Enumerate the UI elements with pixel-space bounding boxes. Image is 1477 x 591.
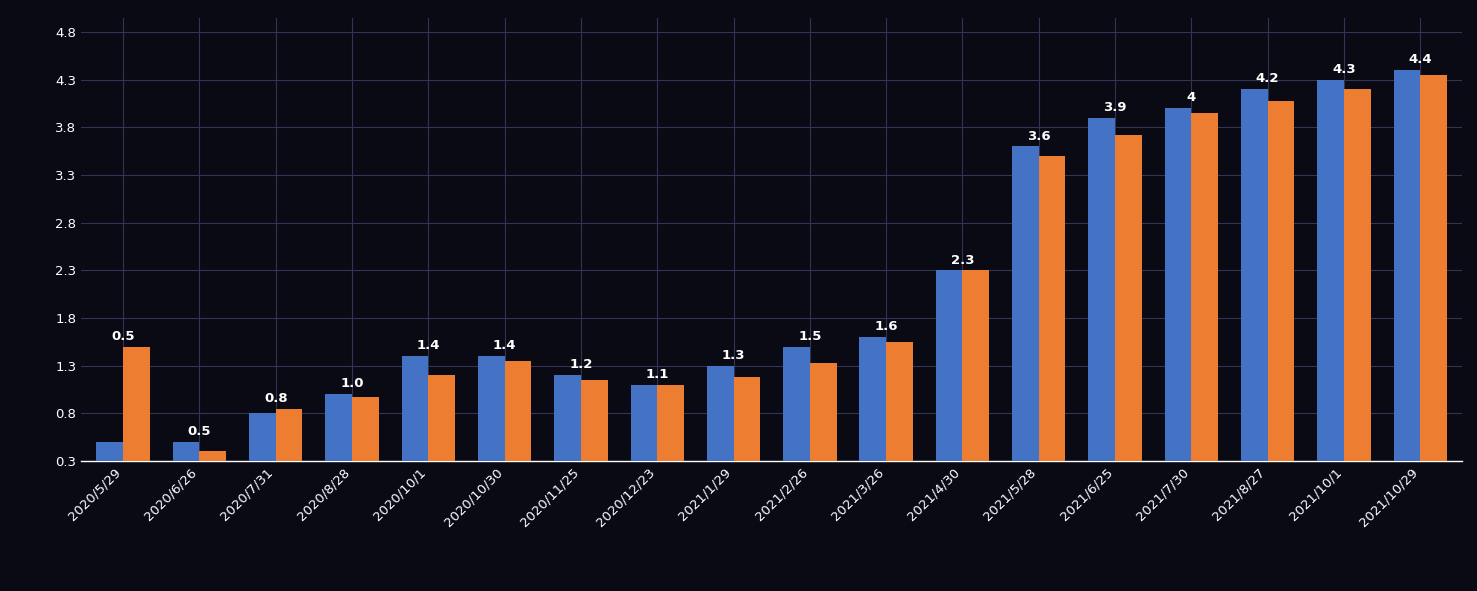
- Text: 4.3: 4.3: [1332, 63, 1356, 76]
- Bar: [963, 270, 990, 489]
- Bar: [1344, 89, 1371, 489]
- Bar: [554, 375, 580, 489]
- Bar: [352, 397, 378, 489]
- Bar: [631, 385, 657, 489]
- Bar: [1241, 89, 1267, 489]
- Text: 2.3: 2.3: [951, 254, 975, 267]
- Bar: [936, 270, 963, 489]
- Text: 1.3: 1.3: [722, 349, 746, 362]
- Bar: [1317, 80, 1344, 489]
- Bar: [479, 356, 505, 489]
- Bar: [886, 342, 913, 489]
- Text: 4.4: 4.4: [1409, 53, 1433, 66]
- Bar: [1192, 113, 1219, 489]
- Text: 3.9: 3.9: [1103, 101, 1127, 114]
- Bar: [428, 375, 455, 489]
- Bar: [250, 413, 276, 489]
- Bar: [1115, 135, 1142, 489]
- Bar: [1089, 118, 1115, 489]
- Bar: [402, 356, 428, 489]
- Text: 0.8: 0.8: [264, 392, 288, 405]
- Bar: [809, 363, 836, 489]
- Bar: [860, 337, 886, 489]
- Text: 1.2: 1.2: [569, 358, 592, 371]
- Bar: [1267, 100, 1294, 489]
- Text: 0.5: 0.5: [111, 330, 134, 343]
- Bar: [1012, 147, 1038, 489]
- Text: 1.4: 1.4: [417, 339, 440, 352]
- Text: 4.2: 4.2: [1255, 73, 1279, 86]
- Bar: [580, 380, 607, 489]
- Bar: [1038, 156, 1065, 489]
- Bar: [707, 366, 734, 489]
- Bar: [1165, 108, 1192, 489]
- Bar: [657, 385, 684, 489]
- Bar: [173, 442, 199, 489]
- Text: 1.6: 1.6: [874, 320, 898, 333]
- Text: 1.0: 1.0: [340, 378, 363, 391]
- Text: 1.5: 1.5: [798, 330, 821, 343]
- Bar: [734, 377, 761, 489]
- Text: 4: 4: [1186, 92, 1196, 105]
- Bar: [1394, 70, 1421, 489]
- Text: 1.4: 1.4: [493, 339, 517, 352]
- Bar: [505, 361, 532, 489]
- Text: 0.5: 0.5: [188, 425, 211, 438]
- Bar: [123, 346, 149, 489]
- Bar: [276, 408, 303, 489]
- Text: 1.1: 1.1: [645, 368, 669, 381]
- Bar: [783, 346, 809, 489]
- Text: 3.6: 3.6: [1027, 129, 1050, 142]
- Bar: [325, 394, 352, 489]
- Bar: [199, 452, 226, 489]
- Bar: [1421, 75, 1447, 489]
- Bar: [96, 442, 123, 489]
